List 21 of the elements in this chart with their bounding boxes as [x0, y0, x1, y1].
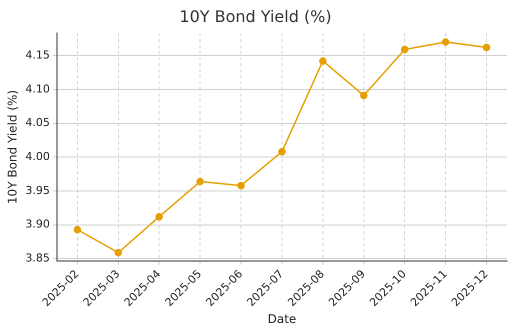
- y-tick-label: 4.10: [25, 82, 50, 96]
- x-axis-title: Date: [268, 312, 296, 326]
- point: [400, 46, 408, 54]
- chart-title: 10Y Bond Yield (%): [179, 6, 332, 26]
- y-tick-label: 3.95: [25, 184, 50, 197]
- y-axis-title: 10Y Bond Yield (%): [5, 90, 20, 204]
- y-tick-label: 3.90: [25, 218, 50, 231]
- point: [360, 92, 368, 100]
- point: [237, 182, 245, 190]
- point: [74, 226, 82, 234]
- point: [482, 44, 490, 52]
- point: [319, 57, 327, 65]
- y-tick-label: 3.85: [25, 252, 50, 265]
- point: [278, 148, 286, 156]
- y-tick-label: 4.00: [25, 150, 50, 163]
- y-tick-label: 4.05: [25, 116, 50, 130]
- point: [114, 248, 122, 256]
- point: [196, 178, 204, 186]
- point: [442, 38, 450, 46]
- point: [155, 212, 163, 220]
- y-tick-label: 4.15: [25, 48, 50, 62]
